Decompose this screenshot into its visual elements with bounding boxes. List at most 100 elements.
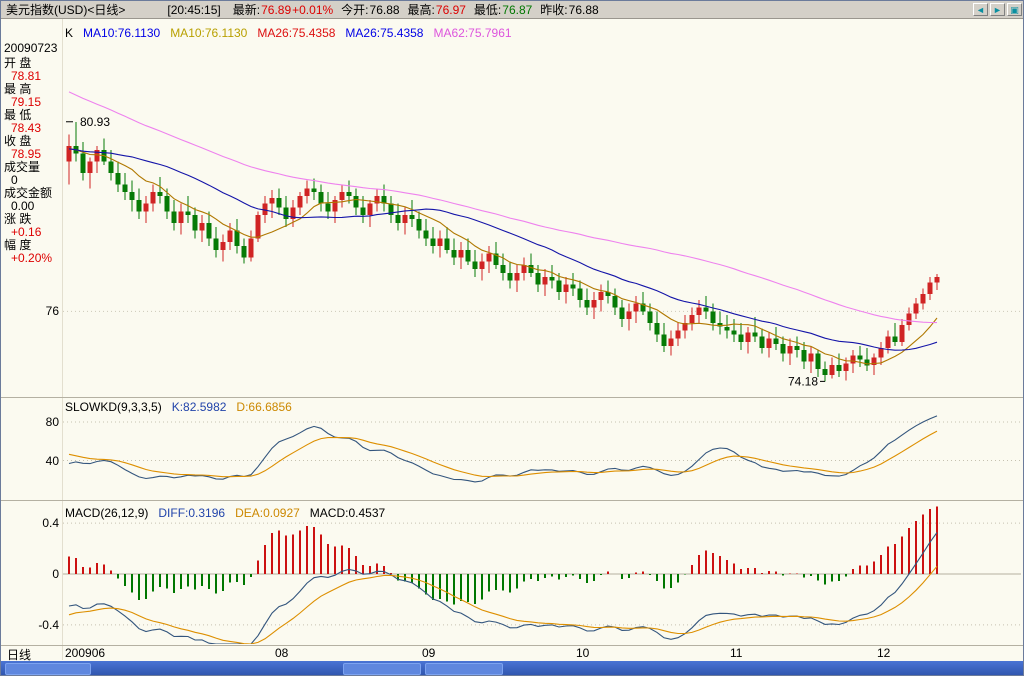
- legend-item: MA26:75.4358: [257, 26, 336, 40]
- quote-field-value: 76.88: [568, 3, 599, 17]
- taskbar-item[interactable]: [425, 663, 503, 675]
- titlebar: 美元指数(USD)<日线> [20:45:15] 最新:76.89+0.01% 今…: [1, 1, 1023, 19]
- legend-item: DEA:0.0927: [235, 506, 300, 520]
- d-line: [68, 430, 938, 478]
- kd-legend: SLOWKD(9,3,3,5) K:82.5982 D:66.6856: [65, 400, 292, 414]
- titlebar-buttons: ◄ ► ▣: [973, 3, 1022, 16]
- slowkd-canvas: [63, 415, 1021, 483]
- x-axis-label: 08: [275, 646, 289, 660]
- quote-field-value: 76.97: [435, 3, 466, 17]
- info-row-label: 开 盘: [4, 56, 32, 70]
- info-panel: 20090723 开 盘 78.81 最 高 79.15 最 低 78.43 收 盘 78.9…: [4, 41, 62, 265]
- svg-text:80.93: 80.93: [80, 115, 110, 129]
- info-row-label: 最 低: [4, 108, 32, 122]
- y-axis-label: -0.4: [38, 618, 59, 632]
- x-axis-label: 09: [422, 646, 436, 660]
- scroll-left-button[interactable]: ◄: [973, 3, 988, 16]
- info-row-label: 幅 度: [4, 238, 32, 252]
- macd-legend: MACD(26,12,9) DIFF:0.3196 DEA:0.0927 MACD:0…: [65, 506, 385, 520]
- taskbar-item[interactable]: [343, 663, 421, 675]
- window-layout-button[interactable]: ▣: [1007, 3, 1022, 16]
- y-axis-label: 76: [45, 304, 59, 318]
- svg-text:74.18: 74.18: [788, 374, 818, 388]
- price-annotation: 74.18: [788, 374, 825, 388]
- info-row-value: +0.20%: [11, 251, 53, 265]
- info-row: 成交金额 0.00: [4, 187, 62, 213]
- y-axis-label: 40: [45, 454, 59, 468]
- info-row-label: 成交金额: [4, 186, 53, 200]
- candlestick-canvas: 80.93 74.18: [63, 91, 1021, 388]
- quote-field-label: 今开:: [341, 3, 369, 17]
- ma-line-ma10: [68, 148, 938, 365]
- quote-field-extra: +0.01%: [292, 3, 334, 17]
- instrument-title: 美元指数(USD)<日线>: [6, 3, 126, 17]
- info-row: 收 盘 78.95: [4, 135, 62, 161]
- quote-field-value: 76.88: [369, 3, 400, 17]
- macd-canvas: [63, 506, 1021, 644]
- quote-field-value: 76.89: [261, 3, 292, 17]
- legend-item: MA26:75.4358: [345, 26, 424, 40]
- period-label: 日线: [7, 648, 32, 662]
- info-date: 20090723: [4, 41, 58, 55]
- info-rows: 开 盘 78.81 最 高 79.15 最 低 78.43 收 盘 78.95 成交量 0 成交金额…: [4, 57, 62, 265]
- info-row-value: 0: [11, 173, 18, 187]
- panel-divider: [1, 645, 1023, 646]
- scroll-right-button[interactable]: ►: [990, 3, 1005, 16]
- info-row: 开 盘 78.81: [4, 57, 62, 83]
- x-axis-label: 11: [730, 646, 743, 660]
- legend-item: K: [65, 26, 74, 40]
- info-row: 成交量 0: [4, 161, 62, 187]
- legend-item: SLOWKD(9,3,3,5): [65, 400, 162, 414]
- ma-line-ma62: [68, 91, 938, 324]
- x-axis-label: 200906: [65, 646, 106, 660]
- slowkd-chart[interactable]: [63, 398, 1021, 499]
- ma-line-ma26: [68, 148, 938, 351]
- info-row: 涨 跌 +0.16: [4, 213, 62, 239]
- legend-item: DIFF:0.3196: [158, 506, 226, 520]
- info-row-value: 79.15: [11, 95, 42, 109]
- macd-chart[interactable]: [63, 504, 1021, 644]
- y-axis-label: 0.4: [42, 516, 59, 530]
- legend-item: K:82.5982: [171, 400, 227, 414]
- taskbar: [1, 661, 1023, 675]
- info-row-value: 78.95: [11, 147, 42, 161]
- quote-field-label: 最新:: [232, 3, 261, 17]
- legend-item: MA10:76.1130: [83, 26, 161, 40]
- candlestick-chart[interactable]: 80.93 74.18: [63, 46, 1021, 396]
- info-row: 最 低 78.43: [4, 109, 62, 135]
- info-row-label: 成交量: [4, 160, 41, 174]
- quote-field-label: 昨收:: [540, 3, 568, 17]
- quote-field-label: 最低:: [473, 3, 502, 17]
- legend-item: MACD(26,12,9): [65, 506, 149, 520]
- quote-field-value: 76.87: [502, 3, 533, 17]
- dea-line: [68, 565, 938, 644]
- legend-item: MA62:75.7961: [433, 26, 512, 40]
- candles: [66, 121, 940, 382]
- macd-histogram: [68, 506, 938, 605]
- info-row-value: +0.16: [11, 225, 42, 239]
- quote-fields: 最新:76.89+0.01% 今开:76.88 最高:76.97 最低:76.87 昨收…: [225, 1, 599, 18]
- taskbar-item[interactable]: [5, 663, 91, 675]
- info-row: 幅 度 +0.20%: [4, 239, 62, 265]
- x-axis-label: 12: [877, 646, 891, 660]
- y-axis-label: 80: [45, 415, 59, 429]
- info-row-label: 收 盘: [4, 134, 32, 148]
- info-row: 最 高 79.15: [4, 83, 62, 109]
- panel-divider: [1, 397, 1023, 398]
- info-row-value: 0.00: [11, 199, 35, 213]
- legend-item: D:66.6856: [236, 400, 292, 414]
- clock: [20:45:15]: [167, 2, 221, 17]
- legend-item: MA10:76.1130: [170, 26, 248, 40]
- sidebar-divider: [62, 19, 63, 660]
- legend-item: MACD:0.4537: [309, 506, 386, 520]
- ma-legend: K MA10:76.1130 MA10:76.1130 MA26:75.4358 MA2…: [65, 26, 512, 40]
- y-axis-label: 0: [52, 567, 59, 581]
- x-axis-label: 10: [576, 646, 590, 660]
- panel-divider: [1, 500, 1023, 501]
- quote-field-label: 最高:: [407, 3, 435, 17]
- info-row-label: 涨 跌: [4, 212, 32, 226]
- info-row-label: 最 高: [4, 82, 32, 96]
- info-row-value: 78.81: [11, 69, 42, 83]
- price-annotation: 80.93: [66, 115, 110, 129]
